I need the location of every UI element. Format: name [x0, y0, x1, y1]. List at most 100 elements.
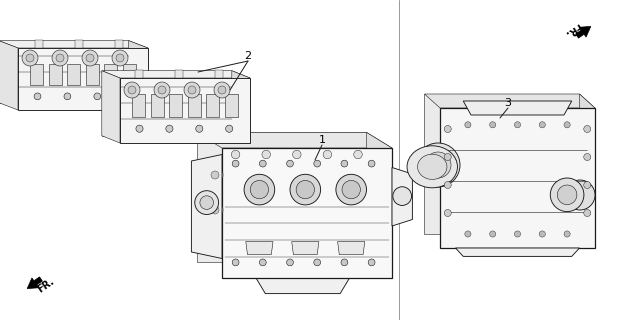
Circle shape: [82, 50, 98, 66]
Polygon shape: [222, 148, 392, 278]
Polygon shape: [132, 94, 145, 117]
Circle shape: [444, 154, 451, 161]
Circle shape: [195, 191, 219, 214]
Polygon shape: [135, 70, 143, 78]
Circle shape: [112, 50, 128, 66]
Circle shape: [296, 180, 314, 199]
Polygon shape: [206, 94, 220, 117]
Circle shape: [196, 125, 203, 132]
Polygon shape: [0, 41, 18, 110]
Polygon shape: [225, 94, 238, 117]
Circle shape: [231, 150, 240, 159]
Circle shape: [124, 93, 131, 100]
Circle shape: [262, 150, 270, 159]
Circle shape: [564, 231, 570, 237]
Circle shape: [211, 171, 219, 179]
Circle shape: [26, 54, 34, 62]
Circle shape: [393, 187, 411, 205]
Circle shape: [584, 181, 591, 188]
Circle shape: [244, 174, 275, 205]
Circle shape: [465, 122, 471, 128]
Polygon shape: [0, 41, 148, 48]
Circle shape: [564, 122, 570, 128]
Circle shape: [166, 125, 173, 132]
Circle shape: [250, 180, 269, 199]
Text: FR.: FR.: [562, 20, 582, 39]
Circle shape: [232, 160, 239, 167]
Circle shape: [444, 210, 451, 217]
Polygon shape: [75, 40, 83, 48]
FancyArrow shape: [576, 27, 591, 38]
Circle shape: [200, 196, 213, 209]
Circle shape: [128, 86, 136, 94]
Circle shape: [465, 231, 471, 237]
Polygon shape: [48, 63, 62, 85]
Circle shape: [336, 174, 367, 205]
Circle shape: [425, 152, 451, 178]
Circle shape: [341, 259, 348, 266]
Circle shape: [287, 259, 293, 266]
Circle shape: [64, 93, 71, 100]
Polygon shape: [246, 242, 273, 255]
Text: 3: 3: [504, 98, 511, 108]
Polygon shape: [115, 40, 123, 48]
Polygon shape: [86, 63, 99, 85]
Circle shape: [188, 86, 196, 94]
FancyArrow shape: [27, 277, 42, 289]
Circle shape: [124, 82, 140, 98]
Circle shape: [218, 86, 226, 94]
Polygon shape: [0, 41, 128, 103]
Circle shape: [259, 259, 266, 266]
Polygon shape: [35, 40, 43, 48]
Circle shape: [34, 93, 41, 100]
Ellipse shape: [407, 146, 457, 188]
Polygon shape: [123, 63, 136, 85]
Polygon shape: [67, 63, 81, 85]
Circle shape: [232, 259, 239, 266]
Circle shape: [211, 206, 219, 214]
Circle shape: [154, 82, 170, 98]
Circle shape: [207, 167, 223, 183]
Polygon shape: [196, 132, 392, 148]
Polygon shape: [579, 94, 595, 248]
Circle shape: [214, 82, 230, 98]
Polygon shape: [191, 155, 222, 259]
Text: 2: 2: [245, 51, 252, 61]
Circle shape: [539, 231, 545, 237]
Circle shape: [184, 82, 200, 98]
Polygon shape: [455, 248, 579, 256]
Polygon shape: [392, 167, 413, 226]
Text: 1: 1: [318, 135, 325, 145]
Polygon shape: [104, 63, 118, 85]
Circle shape: [56, 54, 64, 62]
Polygon shape: [256, 278, 350, 294]
Polygon shape: [120, 78, 250, 143]
Circle shape: [489, 231, 496, 237]
Circle shape: [539, 122, 545, 128]
Text: FR.: FR.: [35, 276, 56, 295]
Polygon shape: [175, 70, 183, 78]
Ellipse shape: [418, 154, 447, 180]
Circle shape: [444, 181, 451, 188]
Polygon shape: [338, 242, 365, 255]
Circle shape: [207, 202, 223, 218]
Circle shape: [158, 86, 166, 94]
Polygon shape: [463, 101, 572, 115]
Circle shape: [353, 150, 362, 159]
Circle shape: [22, 50, 38, 66]
Polygon shape: [102, 71, 120, 143]
Circle shape: [292, 150, 301, 159]
Polygon shape: [150, 94, 164, 117]
Circle shape: [368, 259, 375, 266]
Polygon shape: [188, 94, 201, 117]
Circle shape: [557, 185, 577, 204]
Polygon shape: [232, 71, 250, 143]
Circle shape: [94, 93, 101, 100]
Circle shape: [584, 154, 591, 161]
Polygon shape: [102, 71, 250, 78]
Polygon shape: [425, 94, 579, 234]
Circle shape: [515, 231, 521, 237]
Circle shape: [584, 210, 591, 217]
Circle shape: [136, 125, 143, 132]
Polygon shape: [196, 132, 367, 262]
